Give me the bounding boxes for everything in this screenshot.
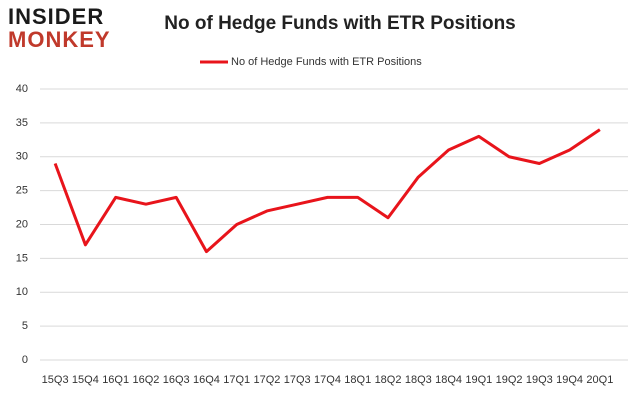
logo-bottom: MONKEY: [8, 27, 111, 52]
x-tick-label: 18Q2: [375, 374, 402, 386]
y-tick-label: 0: [22, 354, 28, 366]
y-tick-label: 15: [16, 252, 28, 264]
x-tick-label: 19Q2: [496, 374, 523, 386]
y-tick-label: 35: [16, 117, 28, 129]
x-tick-label: 19Q3: [526, 374, 553, 386]
x-tick-label: 19Q1: [465, 374, 492, 386]
x-tick-label: 17Q4: [314, 374, 341, 386]
x-tick-label: 16Q3: [163, 374, 190, 386]
x-tick-label: 16Q2: [132, 374, 159, 386]
x-tick-label: 20Q1: [586, 374, 613, 386]
chart-title: No of Hedge Funds with ETR Positions: [164, 13, 516, 34]
x-tick-label: 15Q4: [72, 374, 99, 386]
x-tick-label: 18Q1: [344, 374, 371, 386]
series-line: [53, 128, 601, 254]
x-tick-label: 18Q3: [405, 374, 432, 386]
y-tick-label: 5: [22, 320, 28, 332]
y-tick-label: 10: [16, 286, 28, 298]
logo-top: INSIDER: [8, 4, 104, 29]
x-tick-label: 17Q2: [254, 374, 281, 386]
x-tick-label: 19Q4: [556, 374, 583, 386]
legend-label: No of Hedge Funds with ETR Positions: [231, 56, 422, 68]
x-tick-label: 17Q1: [223, 374, 250, 386]
y-tick-label: 25: [16, 185, 28, 197]
y-tick-label: 20: [16, 218, 28, 230]
y-tick-label: 30: [16, 151, 28, 163]
y-tick-label: 40: [16, 83, 28, 95]
x-tick-label: 18Q4: [435, 374, 462, 386]
x-tick-label: 17Q3: [284, 374, 311, 386]
x-tick-label: 15Q3: [42, 374, 69, 386]
x-tick-label: 16Q4: [193, 374, 220, 386]
x-tick-label: 16Q1: [102, 374, 129, 386]
